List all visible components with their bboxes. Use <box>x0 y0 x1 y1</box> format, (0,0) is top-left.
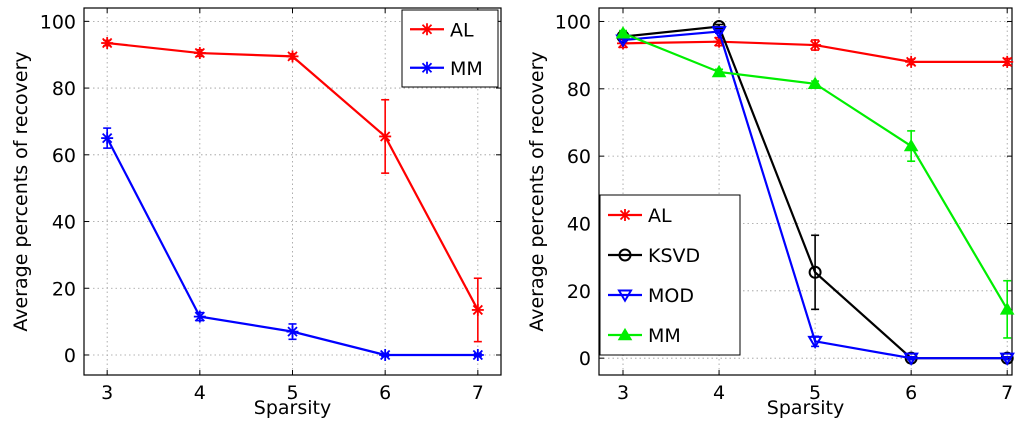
x-axis-label: Sparsity <box>767 397 844 419</box>
data-point <box>807 76 823 90</box>
data-point <box>379 348 392 361</box>
data-point <box>101 132 114 145</box>
y-tick-label: 80 <box>52 78 76 100</box>
data-point <box>807 335 823 350</box>
legend-marker <box>617 327 633 341</box>
legend-entry-mm: MM <box>410 58 483 80</box>
data-point <box>711 64 727 78</box>
x-tick-label: 5 <box>286 382 298 404</box>
x-tick-label: 3 <box>101 382 113 404</box>
y-tick-label: 40 <box>567 213 591 235</box>
data-point <box>808 265 822 279</box>
legend-label: MOD <box>648 285 694 307</box>
legend-label: KSVD <box>648 245 700 267</box>
legend-box <box>599 194 741 356</box>
series-mm <box>101 127 484 361</box>
data-point <box>471 303 484 316</box>
series-al <box>101 37 484 343</box>
x-tick-label: 3 <box>617 382 629 404</box>
x-axis-label: Sparsity <box>254 397 331 419</box>
legend-entry-al: AL <box>410 19 474 41</box>
y-tick-label: 60 <box>567 146 591 168</box>
y-tick-label: 60 <box>52 145 76 167</box>
data-point <box>999 302 1015 315</box>
data-point <box>903 138 919 152</box>
y-tick-label: 0 <box>64 345 76 367</box>
legend-label: AL <box>648 205 672 227</box>
chart-panel-1: 3 4 5 6 7 0 20 40 60 80 100 Sparsity Average percent… <box>10 7 502 419</box>
legend-label: MM <box>450 58 483 80</box>
legend-label: AL <box>450 19 474 41</box>
data-point <box>471 348 484 361</box>
chart-panel-2: 3 4 5 6 7 0 20 40 60 80 100 Sparsity Average percent… <box>526 7 1015 419</box>
data-point <box>809 39 822 52</box>
data-point <box>286 50 299 63</box>
y-tick-label: 20 <box>52 278 76 300</box>
x-tick-label: 6 <box>379 382 391 404</box>
data-point <box>711 26 727 40</box>
data-point <box>101 37 114 50</box>
x-tick-label: 4 <box>713 382 725 404</box>
x-tick-label: 5 <box>809 382 821 404</box>
x-tick-label: 4 <box>194 382 206 404</box>
data-point <box>615 26 631 39</box>
x-tick-label: 7 <box>1001 382 1013 404</box>
y-tick-label: 40 <box>52 212 76 234</box>
data-point <box>1001 55 1014 68</box>
data-point <box>193 310 206 323</box>
legend-box <box>401 9 499 88</box>
y-tick-label: 100 <box>40 11 76 33</box>
series-mm <box>615 26 1015 339</box>
data-point <box>999 352 1015 366</box>
legend-entry-al: AL <box>608 205 672 227</box>
legend-entry-mod: MOD <box>608 285 694 307</box>
data-point <box>905 55 918 68</box>
legend-marker <box>421 23 433 36</box>
legend-marker <box>617 289 633 303</box>
data-point <box>286 325 299 338</box>
legend-label: MM <box>648 325 681 347</box>
legend-entry-ksvd: KSVD <box>608 245 700 267</box>
legend-marker <box>619 209 631 221</box>
x-tick-label: 7 <box>472 382 484 404</box>
y-tick-label: 20 <box>567 281 591 303</box>
y-tick-label: 100 <box>555 11 591 33</box>
legend-marker <box>421 61 433 74</box>
data-point <box>379 130 392 143</box>
error-bar <box>811 234 820 311</box>
x-tick-label: 6 <box>905 382 917 404</box>
y-tick-label: 0 <box>579 348 591 370</box>
data-point <box>193 47 206 60</box>
data-point <box>903 352 919 366</box>
y-axis-label: Average percents of recovery <box>526 51 548 331</box>
legend: AL KSVD MOD MM <box>599 194 741 356</box>
y-tick-label: 80 <box>567 79 591 101</box>
legend-marker <box>618 248 632 262</box>
legend: AL MM <box>401 9 499 88</box>
y-axis-label: Average percents of recovery <box>10 51 32 331</box>
legend-entry-mm: MM <box>608 325 681 347</box>
